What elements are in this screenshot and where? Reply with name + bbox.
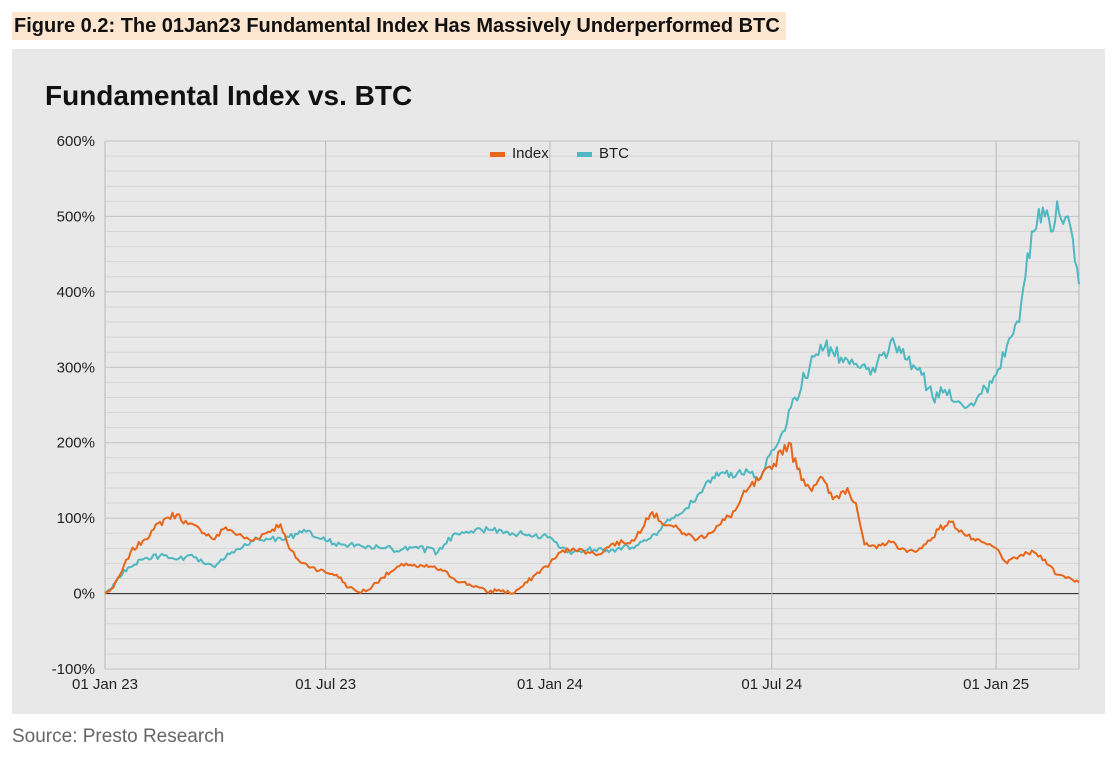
y-tick-label: -100%: [52, 661, 95, 678]
x-tick-label: 01 Jan 23: [72, 676, 138, 693]
legend-label-index: Index: [512, 145, 549, 162]
x-tick-label: 01 Jan 25: [963, 676, 1029, 693]
series-line-btc: [104, 200, 1080, 595]
chart-panel: Fundamental Index vs. BTC -100% 0% 100% 200…: [12, 49, 1105, 714]
series-line-index: [104, 441, 1080, 595]
y-tick-label: 0%: [73, 586, 95, 603]
source-note: Source: Presto Research: [12, 726, 225, 747]
x-tick-label: 01 Jul 24: [741, 676, 802, 693]
legend-swatch-btc: [577, 152, 592, 157]
series-lines: [104, 200, 1080, 595]
y-tick-label: 100%: [57, 510, 95, 527]
y-tick-label: 200%: [57, 435, 95, 452]
gridlines: [104, 140, 1079, 670]
y-tick-label: 500%: [57, 208, 95, 225]
legend-swatch-index: [490, 152, 505, 157]
figure-caption: Figure 0.2: The 01Jan23 Fundamental Inde…: [12, 12, 786, 40]
axes: -100% 0% 100% 200% 300% 400% 500% 600% 01 Jan 23…: [52, 133, 1080, 693]
legend: Index BTC: [490, 145, 629, 162]
line-chart: Fundamental Index vs. BTC -100% 0% 100% 200…: [45, 80, 1080, 693]
y-tick-label: 400%: [57, 284, 95, 301]
y-tick-label: 300%: [57, 359, 95, 376]
x-tick-label: 01 Jul 23: [295, 676, 356, 693]
chart-title: Fundamental Index vs. BTC: [45, 80, 412, 111]
legend-label-btc: BTC: [599, 145, 629, 162]
x-tick-label: 01 Jan 24: [517, 676, 583, 693]
y-tick-label: 600%: [57, 133, 95, 150]
